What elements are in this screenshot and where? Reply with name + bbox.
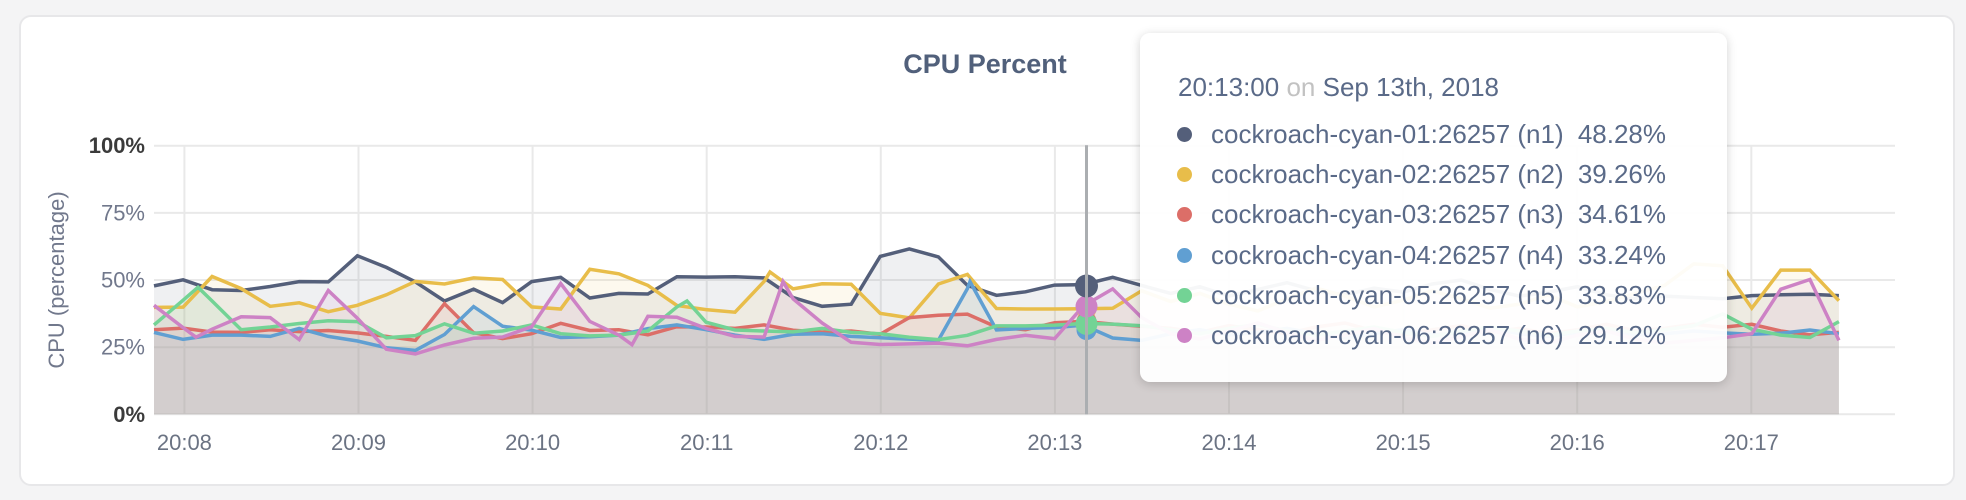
svg-text:20:12: 20:12 [853, 430, 908, 455]
svg-text:20:10: 20:10 [505, 430, 560, 455]
svg-text:75%: 75% [101, 200, 145, 225]
svg-text:CPU (percentage): CPU (percentage) [44, 191, 69, 368]
svg-text:20:08: 20:08 [157, 430, 212, 455]
svg-text:20:09: 20:09 [331, 430, 386, 455]
svg-text:20:14: 20:14 [1201, 430, 1256, 455]
svg-text:100%: 100% [89, 133, 145, 158]
svg-text:50%: 50% [101, 268, 145, 293]
svg-text:20:13: 20:13 [1027, 430, 1082, 455]
svg-text:20:17: 20:17 [1724, 430, 1779, 455]
svg-text:20:16: 20:16 [1550, 430, 1605, 455]
svg-text:20:15: 20:15 [1376, 430, 1431, 455]
svg-text:20:11: 20:11 [680, 430, 733, 455]
svg-text:0%: 0% [113, 402, 145, 427]
svg-text:25%: 25% [101, 335, 145, 360]
